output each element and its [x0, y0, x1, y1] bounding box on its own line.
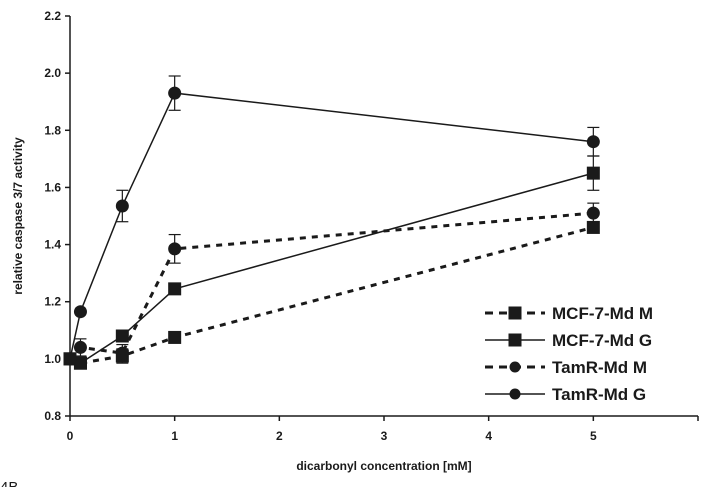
data-point — [168, 86, 182, 100]
legend-item: MCF-7-Md G — [485, 331, 652, 350]
data-point — [115, 199, 129, 213]
legend-marker — [509, 388, 521, 400]
data-point — [168, 242, 182, 256]
x-tick-label: 2 — [276, 429, 283, 443]
x-axis-title: dicarbonyl concentration [mM] — [296, 459, 471, 473]
y-tick-label: 1.0 — [44, 352, 61, 366]
legend-label: MCF-7-Md M — [552, 304, 653, 323]
data-point — [115, 329, 129, 343]
x-tick-label: 1 — [171, 429, 178, 443]
x-tick-label: 4 — [485, 429, 492, 443]
data-point — [586, 220, 600, 234]
data-point — [168, 330, 182, 344]
panel-label: 4B — [0, 479, 18, 487]
legend-label: TamR-Md M — [552, 358, 647, 377]
legend-item: TamR-Md G — [485, 385, 646, 404]
legend-item: TamR-Md M — [485, 358, 647, 377]
legend-marker — [508, 306, 522, 320]
series-tamr-md-g — [63, 75, 600, 366]
data-point — [168, 282, 182, 296]
x-tick-label: 5 — [590, 429, 597, 443]
legend-marker — [508, 333, 522, 347]
data-point — [63, 352, 77, 366]
y-axis-title: relative caspase 3/7 activity — [11, 137, 25, 295]
y-tick-label: 0.8 — [44, 409, 61, 423]
data-point — [73, 340, 87, 354]
legend: MCF-7-Md M MCF-7-Md G TamR-Md M TamR-Md G — [485, 304, 653, 404]
y-tick-label: 1.4 — [44, 238, 61, 252]
series-line — [68, 211, 594, 360]
data-point — [115, 346, 129, 360]
series-mcf-7-md-m — [63, 220, 600, 370]
legend-label: MCF-7-Md G — [552, 331, 652, 350]
series-layer — [63, 75, 600, 370]
y-tick-label: 1.8 — [44, 123, 61, 137]
legend-label: TamR-Md G — [552, 385, 646, 404]
y-tick-label: 1.6 — [44, 180, 61, 194]
data-point — [586, 166, 600, 180]
data-point — [586, 135, 600, 149]
axes — [69, 16, 698, 417]
y-tick-label: 2.2 — [44, 9, 61, 23]
y-tick-label: 2.0 — [44, 66, 61, 80]
data-point — [586, 206, 600, 220]
data-point — [73, 305, 87, 319]
data-point — [73, 356, 87, 370]
legend-item: MCF-7-Md M — [485, 304, 653, 323]
x-tick-label: 3 — [381, 429, 388, 443]
y-tick-label: 1.2 — [44, 295, 61, 309]
legend-marker — [509, 361, 521, 373]
ticks: 0.8 1.0 1.2 1.4 1.6 1.8 2.0 2.2 0 1 2 3 4 5 — [44, 9, 699, 443]
x-tick-label: 0 — [67, 429, 74, 443]
